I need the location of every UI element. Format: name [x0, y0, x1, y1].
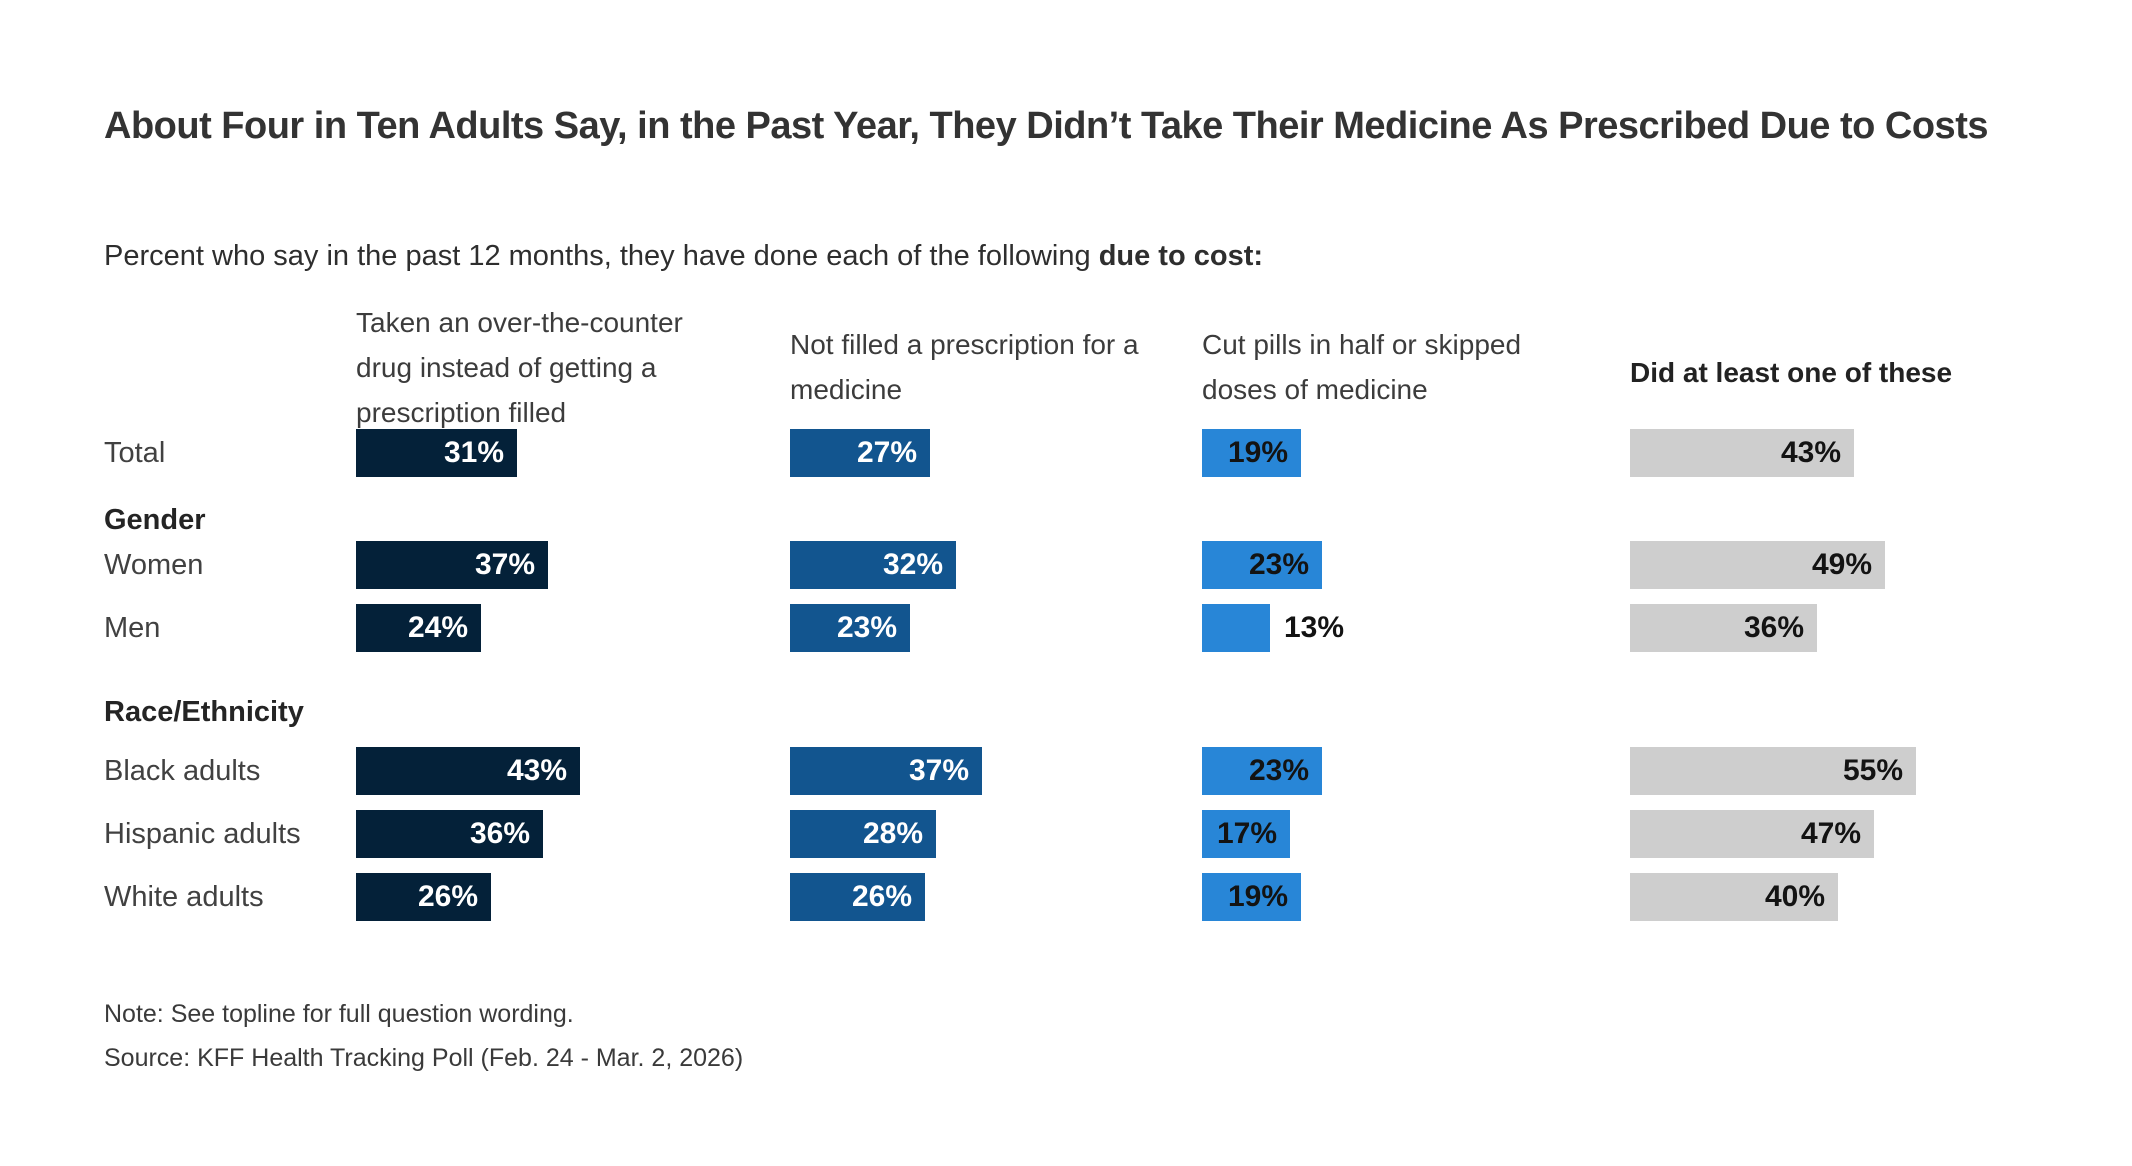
bar: 31%	[356, 429, 517, 477]
bar-value-label: 23%	[1248, 548, 1309, 581]
bar-value-label: 27%	[856, 436, 917, 469]
bar: 36%	[356, 810, 543, 858]
section-label: Gender	[104, 504, 206, 536]
bar: 43%	[1630, 429, 1854, 477]
bar: 37%	[790, 747, 982, 795]
bar: 37%	[356, 541, 548, 589]
column-header: Not filled a prescription for a medicine	[790, 329, 1139, 405]
bar: 24%	[356, 604, 481, 652]
section-label: Race/Ethnicity	[104, 696, 304, 728]
bar-value-label: 13%	[1284, 611, 1345, 644]
bar: 32%	[790, 541, 956, 589]
bar-value-label: 37%	[474, 548, 535, 581]
bar: 27%	[790, 429, 930, 477]
chart-subtitle-text: Percent who say in the past 12 months, t…	[104, 240, 1099, 272]
bar-value-label: 37%	[908, 754, 969, 787]
column-header: Taken an over-the-counter drug instead o…	[356, 307, 683, 428]
row-label: Total	[104, 437, 166, 469]
bar-value-label: 36%	[469, 817, 530, 850]
row-label: Men	[104, 612, 161, 644]
bar-value-label: 23%	[836, 611, 897, 644]
row-label: Black adults	[104, 755, 261, 787]
bar-value-label: 17%	[1216, 817, 1277, 850]
bar-value-label: 19%	[1227, 436, 1288, 469]
bar-value-label: 23%	[1248, 754, 1309, 787]
column-header: Cut pills in half or skipped doses of me…	[1202, 329, 1522, 405]
bar: 26%	[356, 873, 491, 921]
bar: 55%	[1630, 747, 1916, 795]
bar: 26%	[790, 873, 925, 921]
bar-value-label: 32%	[882, 548, 943, 581]
bar: 43%	[356, 747, 580, 795]
bar: 47%	[1630, 810, 1874, 858]
bar: 36%	[1630, 604, 1817, 652]
row-label: Hispanic adults	[104, 818, 301, 850]
bar: 23%	[1202, 747, 1322, 795]
bar: 23%	[790, 604, 910, 652]
row-label: White adults	[104, 881, 264, 913]
bar-value-label: 28%	[862, 817, 923, 850]
row-label: Women	[104, 549, 204, 581]
bar-value-label: 36%	[1743, 611, 1804, 644]
bar-value-label: 47%	[1800, 817, 1861, 850]
bar-value-label: 40%	[1764, 880, 1825, 913]
bar: 19%	[1202, 873, 1301, 921]
bar-value-label: 31%	[443, 436, 504, 469]
bar: 13%	[1202, 604, 1344, 652]
bar-value-label: 43%	[506, 754, 567, 787]
bar-value-label: 19%	[1227, 880, 1288, 913]
bar-value-label: 43%	[1780, 436, 1841, 469]
bar-value-label: 55%	[1842, 754, 1903, 787]
chart-subtitle-emphasis: due to cost:	[1098, 240, 1264, 272]
bar-value-label: 26%	[417, 880, 478, 913]
chart-source: Source: KFF Health Tracking Poll (Feb. 2…	[104, 1044, 744, 1072]
bar: 23%	[1202, 541, 1322, 589]
bar-value-label: 24%	[407, 611, 468, 644]
bar: 49%	[1630, 541, 1885, 589]
bar: 19%	[1202, 429, 1301, 477]
chart-note: Note: See topline for full question word…	[104, 1000, 574, 1028]
bar: 40%	[1630, 873, 1838, 921]
chart-title: About Four in Ten Adults Say, in the Pas…	[104, 105, 1988, 147]
column-header: Did at least one of these	[1630, 357, 1953, 388]
bar-value-label: 26%	[851, 880, 912, 913]
chart-subtitle: Percent who say in the past 12 months, t…	[104, 240, 2004, 273]
bar: 28%	[790, 810, 936, 858]
bar: 17%	[1202, 810, 1290, 858]
bar-value-label: 49%	[1811, 548, 1872, 581]
